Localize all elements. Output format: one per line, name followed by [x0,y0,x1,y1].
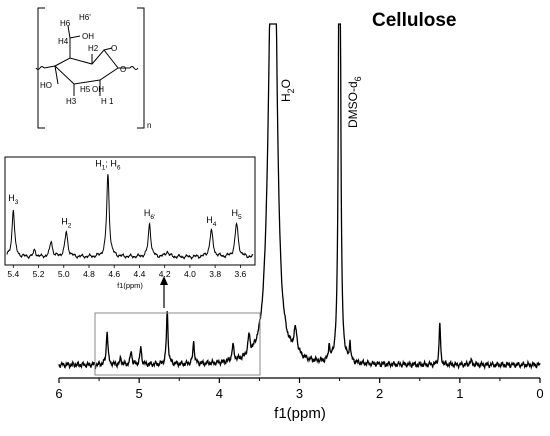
main-x-tick-label: 2 [376,386,383,401]
struct-label-h2: H2 [88,44,99,53]
struct-label-h6: H6 [60,19,71,28]
wavy-link-left [35,66,45,70]
bracket-left [37,7,45,129]
struct-label-h4: H4 [58,37,69,46]
struct-label-n: n [147,121,151,130]
inset-spectrum-line [6,174,254,260]
inset-frame [4,156,256,266]
inset-peak-label: H2 [61,217,72,230]
inset-x-tick-label: 3.8 [209,269,221,279]
struct-label-h6p: H6' [79,13,91,22]
inset-x-tick-label: 4.6 [108,269,120,279]
struct-label-oh-top: OH [82,32,94,41]
inset-plot: 5.4 5.2 5.0 4.8 4.6 4.4 4.2 4.0 3.8 3.6 f1(ppm) H… [4,156,256,290]
inset-peak-label: H5 [232,208,243,221]
wavy-link-right [129,66,139,70]
struct-label-o-link: O [120,65,126,74]
inset-peak-label: H6' [144,208,155,221]
struct-label-ho-left: HO [40,81,52,90]
zoom-arrow-head [160,276,168,285]
annotation-h2o: H2O [279,79,296,102]
main-x-tick-label: 6 [55,386,62,401]
structure-labels: H6 H6' OH H4 H2 O O HO H5 OH H3 H 1 n [40,13,151,130]
main-x-tick-label: 1 [456,386,463,401]
cellulose-structure [35,7,145,129]
chart-title: Cellulose [372,10,456,31]
inset-peak-label: H4 [206,215,217,228]
main-spectrum-line [58,23,541,371]
ring-bonds [54,49,119,85]
inset-x-tick-label: 4.8 [83,269,95,279]
struct-label-o-ring: O [111,44,117,53]
inset-x-tick-label: 5.2 [33,269,45,279]
inset-peak-labels: H3 H2 H1; H6 H6' H4 H5 [8,158,242,229]
inset-x-tick-label: 4.2 [159,269,171,279]
main-x-ticks: 6 5 4 3 2 1 0 [55,378,544,401]
inset-x-tick-label: 3.6 [234,269,246,279]
inset-x-axis-label: f1(ppm) [117,281,143,290]
struct-label-h5: H5 [80,85,91,94]
struct-label-h3: H3 [66,97,77,106]
struct-label-oh-right: OH [92,85,104,94]
inset-x-tick-label: 5.4 [7,269,19,279]
inset-x-ticks: 5.4 5.2 5.0 4.8 4.6 4.4 4.2 4.0 3.8 3.6 [7,265,247,279]
zoom-region-box [94,312,261,376]
inset-peak-label: H3 [8,193,19,206]
substituent-bonds [43,47,130,96]
struct-label-h1: H 1 [101,97,114,106]
main-x-tick-label: 3 [296,386,303,401]
inset-x-tick-label: 4.4 [134,269,146,279]
ch2oh-bonds [67,25,81,58]
inset-x-tick-label: 5.0 [58,269,70,279]
bracket-right [137,7,145,129]
inset-peak-label: H1; H6 [95,158,121,171]
main-x-tick-label: 5 [136,386,143,401]
main-x-tick-label: 4 [216,386,223,401]
inset-x-tick-label: 4.0 [184,269,196,279]
annotation-dmso: DMSO-d6 [346,76,363,128]
main-x-axis-label: f1(ppm) [274,405,326,422]
main-x-tick-label: 0 [536,386,543,401]
